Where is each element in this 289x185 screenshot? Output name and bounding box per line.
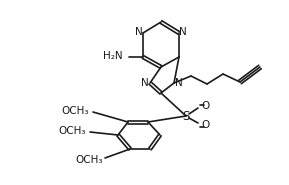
- Text: S: S: [182, 110, 190, 122]
- Text: N: N: [135, 27, 143, 37]
- Text: N: N: [175, 78, 183, 88]
- Text: H₂N: H₂N: [103, 51, 123, 61]
- Text: O: O: [202, 101, 210, 111]
- Text: N: N: [179, 27, 187, 37]
- Text: O: O: [202, 120, 210, 130]
- Text: N: N: [141, 78, 149, 88]
- Text: OCH₃: OCH₃: [58, 126, 86, 136]
- Text: OCH₃: OCH₃: [75, 155, 103, 165]
- Text: OCH₃: OCH₃: [62, 106, 89, 116]
